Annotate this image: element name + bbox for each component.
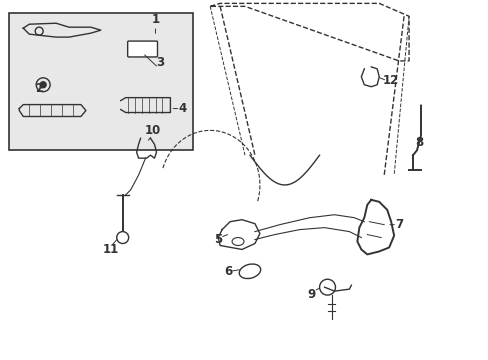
- Text: 4: 4: [178, 102, 186, 115]
- Text: 6: 6: [224, 265, 232, 278]
- Circle shape: [40, 82, 46, 88]
- Text: 7: 7: [394, 218, 402, 231]
- Text: 10: 10: [144, 124, 161, 137]
- Text: 1: 1: [151, 13, 159, 26]
- Text: 2: 2: [35, 82, 43, 95]
- Text: 12: 12: [382, 74, 399, 87]
- Text: 9: 9: [307, 288, 315, 301]
- Text: 5: 5: [214, 233, 222, 246]
- Text: 3: 3: [156, 57, 164, 69]
- Text: 8: 8: [414, 136, 422, 149]
- Bar: [9, 13, 193, 150]
- FancyBboxPatch shape: [127, 41, 157, 57]
- Text: 11: 11: [102, 243, 119, 256]
